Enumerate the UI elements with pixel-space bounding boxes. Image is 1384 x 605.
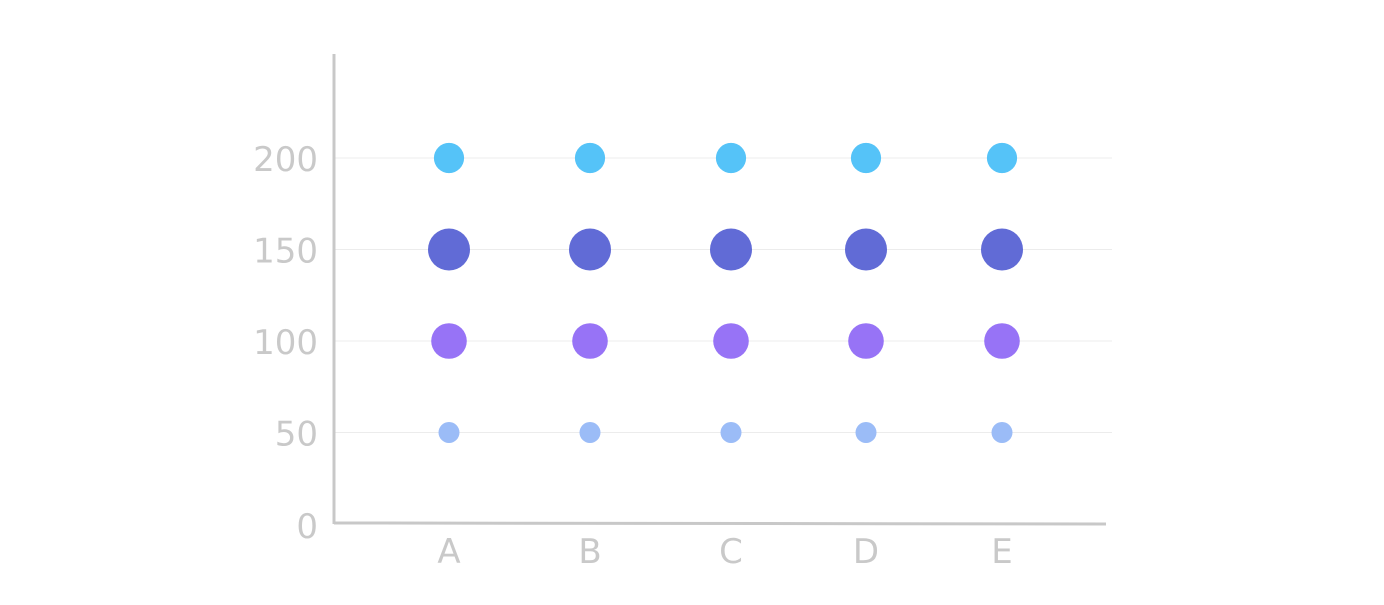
y-tick-label: 50	[275, 415, 318, 455]
data-point[interactable]	[572, 323, 608, 359]
data-point[interactable]	[710, 228, 752, 271]
data-point[interactable]	[850, 142, 882, 174]
data-points	[428, 142, 1023, 443]
data-point[interactable]	[984, 323, 1020, 359]
data-point[interactable]	[431, 323, 467, 359]
x-tick-labels: A B C D E	[437, 532, 1012, 572]
data-point[interactable]	[720, 422, 742, 443]
grid-lines	[334, 157, 1112, 433]
data-point[interactable]	[986, 142, 1018, 174]
x-tick-label: E	[991, 532, 1012, 572]
data-point[interactable]	[855, 422, 877, 443]
x-tick-label: C	[719, 532, 743, 572]
y-tick-label: 0	[296, 507, 318, 547]
data-point[interactable]	[713, 323, 749, 359]
data-point[interactable]	[428, 228, 470, 271]
x-tick-label: B	[578, 532, 601, 572]
x-tick-label: A	[437, 532, 460, 572]
axes	[332, 54, 1107, 526]
x-axis-line	[333, 521, 1107, 526]
y-tick-label: 150	[253, 232, 318, 272]
data-point[interactable]	[991, 422, 1013, 443]
data-point[interactable]	[848, 323, 884, 359]
data-point[interactable]	[981, 228, 1023, 271]
data-point[interactable]	[433, 142, 465, 174]
y-tick-label: 200	[253, 140, 318, 180]
x-tick-label: D	[853, 532, 879, 572]
data-point[interactable]	[845, 228, 887, 271]
data-point[interactable]	[438, 422, 460, 443]
y-tick-labels: 0 50 100 150 200	[253, 140, 318, 547]
data-point[interactable]	[579, 422, 601, 443]
data-point[interactable]	[715, 142, 747, 174]
data-point[interactable]	[569, 228, 611, 271]
data-point[interactable]	[574, 142, 606, 174]
y-tick-label: 100	[253, 323, 318, 363]
